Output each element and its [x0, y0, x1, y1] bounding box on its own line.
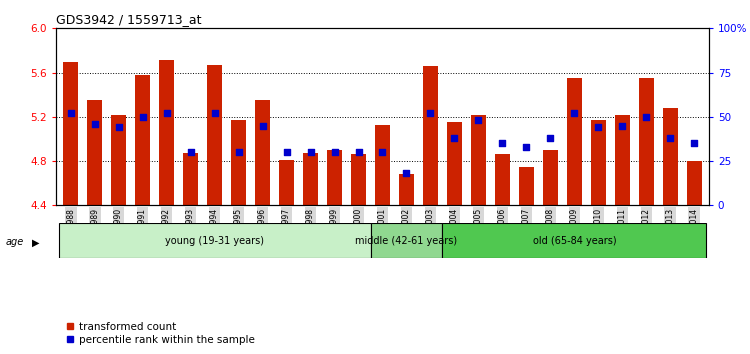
Point [520, 144, 532, 150]
Bar [663, 108, 677, 205]
Point [280, 149, 292, 155]
Bar [279, 160, 294, 205]
Bar [303, 153, 318, 205]
Bar [495, 154, 510, 205]
Bar [423, 66, 438, 205]
Bar [375, 125, 390, 205]
Point [136, 114, 148, 120]
Bar [184, 153, 198, 205]
Point [209, 110, 220, 116]
Point [376, 149, 388, 155]
Legend: transformed count, percentile rank within the sample: transformed count, percentile rank withi… [62, 317, 260, 349]
Text: middle (42-61 years): middle (42-61 years) [356, 236, 458, 246]
Point [160, 110, 172, 116]
Point [592, 125, 604, 130]
Bar [567, 78, 581, 205]
Point [424, 110, 436, 116]
Bar [136, 75, 150, 205]
Point [352, 149, 364, 155]
Point [88, 121, 101, 127]
Point [568, 110, 580, 116]
Bar [442, 223, 706, 258]
Point [112, 125, 125, 130]
Bar [471, 115, 486, 205]
Bar [351, 154, 366, 205]
Bar [399, 175, 414, 205]
Bar [64, 62, 78, 205]
Bar [543, 150, 557, 205]
Point [544, 135, 556, 141]
Text: old (65-84 years): old (65-84 years) [532, 236, 616, 246]
Bar [615, 115, 629, 205]
Point [640, 114, 652, 120]
Point [232, 149, 244, 155]
Point [616, 123, 628, 129]
Point [256, 123, 268, 129]
Point [328, 149, 340, 155]
Bar [639, 78, 653, 205]
Point [496, 141, 508, 146]
Bar [255, 100, 270, 205]
Bar [208, 65, 222, 205]
Point [664, 135, 676, 141]
Bar [231, 120, 246, 205]
Bar [519, 167, 534, 205]
Point [64, 110, 76, 116]
Bar [112, 115, 126, 205]
Point [304, 149, 316, 155]
Point [184, 149, 196, 155]
Bar [88, 100, 102, 205]
Point [400, 171, 412, 176]
Text: age: age [5, 238, 23, 247]
Text: young (19-31 years): young (19-31 years) [165, 236, 264, 246]
Bar [160, 61, 174, 205]
Text: ▶: ▶ [32, 238, 39, 247]
Bar [687, 161, 701, 205]
Point [448, 135, 460, 141]
Point [688, 141, 700, 146]
Bar [327, 150, 342, 205]
Bar [447, 122, 462, 205]
Bar [370, 223, 442, 258]
Point [472, 118, 484, 123]
Bar [58, 223, 370, 258]
Bar [591, 120, 605, 205]
Text: GDS3942 / 1559713_at: GDS3942 / 1559713_at [56, 13, 202, 26]
